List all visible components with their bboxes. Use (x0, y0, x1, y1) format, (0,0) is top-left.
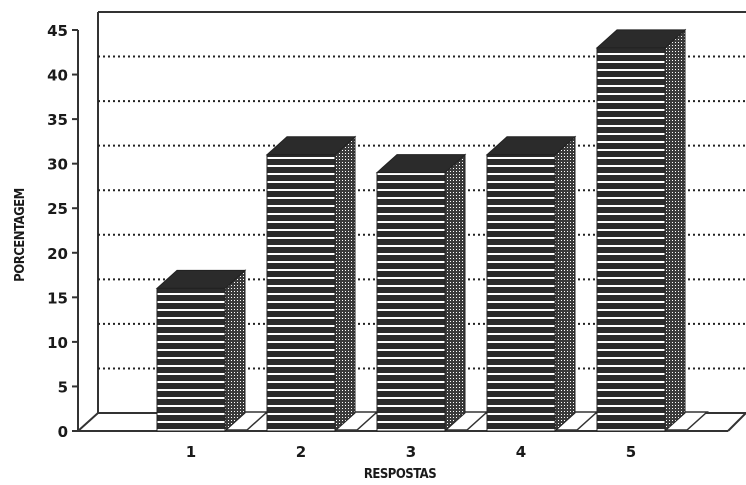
bars (155, 28, 687, 433)
bar-side-face (334, 135, 356, 433)
y-axis-ticks: 0 5 10 15 20 25 30 35 40 45 (47, 22, 78, 441)
bar-front-face (596, 47, 666, 432)
bar-side-face (664, 28, 686, 433)
bar-side-face (224, 269, 246, 433)
y-tick-label: 45 (47, 22, 68, 40)
bar (155, 269, 247, 433)
bar-side-face (444, 153, 466, 433)
y-axis-title: PORCENTAGEM (13, 188, 28, 282)
x-axis-title: RESPOSTAS (364, 467, 436, 482)
y-tick-label: 20 (47, 245, 68, 263)
x-tick-label: 2 (296, 443, 306, 461)
y-tick-label: 40 (47, 67, 68, 85)
bar-front-face (266, 154, 336, 432)
bar (265, 135, 357, 433)
bar (375, 153, 467, 433)
y-tick-label: 35 (47, 111, 68, 129)
bar-front-face (486, 154, 556, 432)
bar (485, 135, 577, 433)
bar-front-face (156, 287, 226, 432)
floor-right-edge (727, 412, 746, 432)
x-tick-label: 3 (406, 443, 416, 461)
bar-side-face (554, 135, 576, 433)
y-tick-label: 15 (47, 289, 68, 307)
y-tick-label: 30 (47, 156, 68, 174)
x-tick-label: 1 (186, 443, 196, 461)
bar-front-face (376, 172, 446, 432)
y-tick-label: 0 (58, 423, 68, 441)
y-tick-label: 25 (47, 200, 68, 218)
x-tick-label: 5 (626, 443, 636, 461)
y-tick-label: 10 (47, 334, 68, 352)
floor-left-edge (77, 412, 99, 432)
bar (595, 28, 687, 433)
x-tick-label: 4 (516, 443, 526, 461)
y-tick-label: 5 (58, 378, 68, 396)
x-axis-ticks: 1 2 3 4 5 (186, 443, 636, 461)
